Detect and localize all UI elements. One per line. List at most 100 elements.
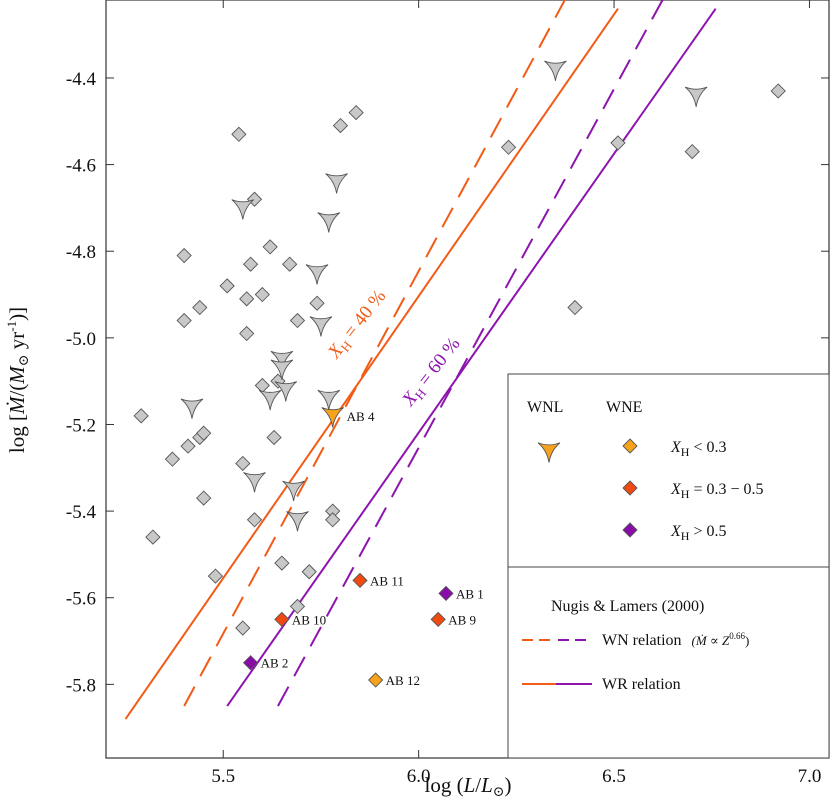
gray-diamond-point (246, 512, 263, 528)
legend-wnl-marker (537, 442, 561, 463)
gray-diamond-point (254, 286, 270, 303)
labeled-diamond-point (274, 611, 290, 628)
gray-wnl-point (282, 480, 305, 502)
point-label: AB 1 (456, 586, 484, 601)
labeled-diamond-point (438, 585, 454, 602)
gray-wnl-point (274, 381, 298, 402)
y-tick-label: -5.0 (66, 329, 96, 350)
y-tick-label: -4.4 (66, 69, 97, 90)
y-tick-label: -5.2 (66, 415, 96, 436)
gray-diamond-point (262, 239, 278, 255)
legend-wne-header: WNE (606, 399, 642, 416)
line-label: XH = 60 % (398, 334, 467, 413)
point-label: AB 10 (292, 612, 326, 627)
gray-wnl-point (270, 359, 294, 380)
gray-diamond-point (610, 135, 626, 151)
gray-wnl-point (544, 60, 567, 81)
gray-wnl-point (286, 511, 309, 532)
gray-wnl-point (317, 389, 341, 411)
labeled-diamond-point (430, 611, 446, 628)
gray-diamond-point (770, 83, 786, 99)
y-tick-label: -5.6 (66, 589, 96, 610)
gray-wnl-point (325, 173, 348, 194)
gray-diamond-point (231, 126, 247, 142)
legend-box (507, 373, 830, 759)
gray-wnl-point (309, 316, 333, 337)
point-label: AB 4 (347, 409, 375, 424)
gray-diamond-point (567, 299, 583, 316)
gray-diamond-point (500, 139, 517, 155)
gray-wnl-point (231, 199, 255, 220)
legend-wn-relation: WN relation (Ṁ ∝ Z0.66) (602, 631, 749, 649)
gray-diamond-point (219, 278, 235, 294)
point-label: AB 9 (448, 612, 476, 627)
gray-wnl-point (180, 398, 204, 419)
y-tick-label: -4.2 (66, 0, 96, 3)
gray-diamond-point (192, 299, 208, 316)
gray-diamond-point (239, 291, 255, 307)
point-label: AB 12 (386, 673, 420, 688)
gray-diamond-point (235, 455, 251, 472)
gray-diamond-point (176, 312, 192, 329)
gray-diamond-point (309, 295, 325, 311)
gray-diamond-point (282, 256, 298, 272)
y-tick-label: -4.6 (66, 156, 96, 177)
gray-diamond-point (254, 377, 270, 394)
point-label: AB 2 (261, 656, 289, 671)
wr-relation-line (124, 8, 619, 720)
y-tick-label: -4.8 (66, 242, 96, 263)
labeled-diamond-point (352, 572, 368, 589)
gray-diamond-point (196, 490, 212, 506)
gray-diamond-point (176, 247, 192, 264)
wr-relation-line (226, 8, 717, 707)
gray-wnl-point (317, 212, 341, 233)
x-axis-title: log (L/L⊙) (424, 773, 511, 800)
gray-wnl-point (270, 350, 294, 372)
gray-diamond-point (266, 429, 282, 446)
gray-diamond-point (164, 451, 181, 467)
labeled-diamond-point (368, 672, 384, 688)
legend-item-label: XH > 0.5 (670, 523, 726, 543)
legend-item-label: XH = 0.3 − 0.5 (670, 481, 764, 501)
gray-diamond-point (289, 312, 306, 329)
legend-wr-relation: WR relation (602, 676, 681, 693)
legend-wnl-header: WNL (527, 399, 563, 416)
gray-diamond-point (325, 512, 341, 528)
legend-wnl-marker-shape (537, 442, 561, 463)
labeled-diamond-point (242, 655, 259, 671)
gray-diamond-point (684, 143, 700, 160)
gray-diamond-point (196, 425, 212, 441)
relation-lines (124, 0, 717, 720)
legend-diamond (622, 480, 638, 496)
legend-diamond (622, 522, 638, 538)
axis-ticks: 5.5 6.0 6.5 7.0 -4.2 -4.4 -4.6 -4.8 -5.0 -5.2 -5.4… (66, 0, 829, 787)
data-points (133, 60, 786, 688)
legend-item-label: XH < 0.3 (670, 439, 726, 459)
x-tick-label: 5.5 (211, 766, 235, 787)
gray-wnl-point (305, 264, 329, 285)
legend-diamond (622, 438, 638, 454)
legend-items: XH < 0.3 XH = 0.3 − 0.5 XH > 0.5 (622, 438, 764, 543)
gray-diamond-point (274, 555, 290, 571)
gray-diamond-point (133, 408, 149, 424)
gray-wnl-point (258, 389, 282, 411)
x-tick-label: 7.0 (798, 766, 822, 787)
labeled-wnl-point (321, 407, 344, 428)
point-label: AB 11 (370, 573, 404, 588)
gray-diamond-point (242, 256, 259, 272)
y-tick-label: -5.8 (66, 675, 96, 696)
gray-diamond-point (289, 598, 306, 615)
line-label: XH = 40 % (323, 286, 392, 365)
gray-wnl-point (684, 86, 708, 107)
y-axis-title: log [Ṁ/(M⊙ yr-1)] (4, 307, 32, 453)
legend: WNL WNE XH < 0.3 XH = 0.3 − 0.5 XH > 0.5 N… (507, 373, 830, 759)
gray-diamond-point (207, 568, 224, 584)
gray-diamond-point (235, 620, 251, 636)
gray-wnl-point (243, 472, 266, 493)
x-tick-label: 6.5 (602, 766, 626, 787)
gray-diamond-point (145, 529, 161, 545)
gray-diamond-point (332, 117, 349, 134)
legend-source-title: Nugis & Lamers (2000) (551, 598, 704, 615)
gray-diamond-point (239, 325, 255, 342)
